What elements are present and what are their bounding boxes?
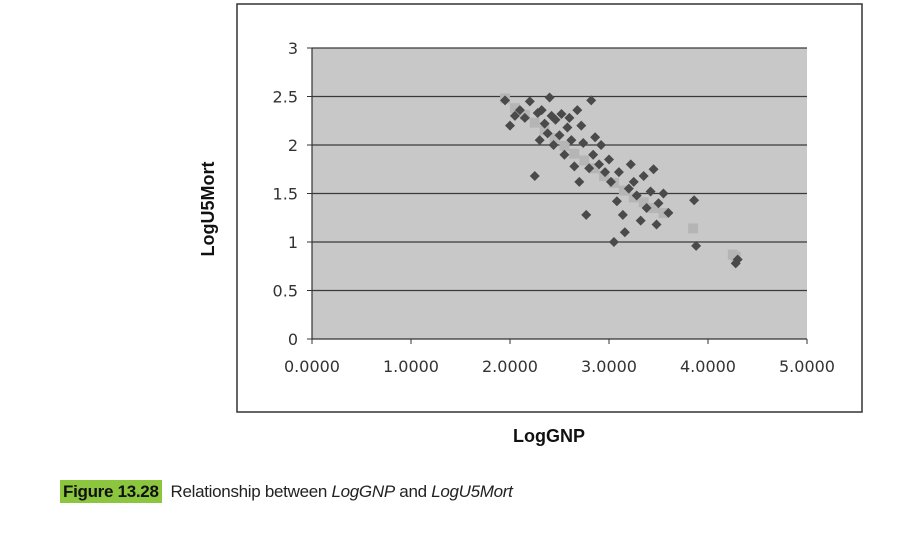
observed-point xyxy=(691,240,702,251)
observed-point xyxy=(569,161,580,172)
observed-point xyxy=(564,112,575,123)
x-tick-label: 4.0000 xyxy=(680,357,736,376)
grid-lines xyxy=(312,47,807,292)
observed-point xyxy=(588,149,599,160)
x-tick-label: 0.0000 xyxy=(284,357,340,376)
predicted-point xyxy=(569,148,580,159)
observed-point xyxy=(578,138,589,149)
figure-caption: Figure 13.28 Relationship between LogGNP… xyxy=(60,480,513,503)
y-tick-label: 0 xyxy=(288,330,298,349)
observed-point xyxy=(514,105,525,116)
y-tick-label: 1.5 xyxy=(273,185,298,204)
y-tick-label: 3 xyxy=(288,39,298,58)
predicted-point xyxy=(688,223,699,234)
observed-point xyxy=(617,209,628,220)
observed-point xyxy=(536,105,547,116)
caption-text: Relationship between LogGNP and LogU5Mor… xyxy=(162,482,513,501)
observed-point xyxy=(519,112,530,123)
observed-point xyxy=(604,154,614,165)
observed-point xyxy=(625,159,636,170)
observed-point xyxy=(631,190,642,201)
observed-point xyxy=(539,118,550,129)
observed-point xyxy=(605,176,616,187)
observed-point xyxy=(613,167,624,178)
observed-point xyxy=(524,96,535,107)
predicted-point xyxy=(559,140,570,151)
caption-term-loggnp: LogGNP xyxy=(331,482,395,501)
x-axis-title: LogGNP xyxy=(513,426,585,446)
caption-prefix: Relationship between xyxy=(170,482,332,501)
observed-point xyxy=(581,209,592,220)
y-axis-title: LogU5Mort xyxy=(198,162,218,257)
observed-point xyxy=(611,196,622,207)
observed-point xyxy=(732,254,743,265)
observed-point xyxy=(529,171,540,182)
observed-point xyxy=(548,140,559,150)
observed-point xyxy=(638,171,649,182)
observed-point xyxy=(623,183,634,194)
observed-point xyxy=(500,95,511,106)
observed-point xyxy=(628,176,639,187)
observed-point xyxy=(562,122,573,133)
y-tick-label: 2 xyxy=(288,136,298,155)
observed-point xyxy=(648,164,659,175)
observed-point xyxy=(572,105,583,116)
observed-point xyxy=(689,195,700,206)
x-tick-label: 2.0000 xyxy=(482,357,538,376)
x-tick-label: 1.0000 xyxy=(383,357,439,376)
caption-mid: and xyxy=(394,482,432,501)
x-axis-ticks: 0.0000 1.0000 2.0000 3.0000 4.0000 5.0000 xyxy=(284,339,835,376)
observed-point xyxy=(651,219,662,230)
x-tick-label: 5.0000 xyxy=(779,357,835,376)
observed-point xyxy=(542,128,553,139)
scatter-chart: 0.0000 1.0000 2.0000 3.0000 4.0000 5.0000 00.… xyxy=(198,3,863,446)
figure-label: Figure 13.28 xyxy=(60,480,162,503)
predicted-point xyxy=(529,117,540,128)
y-tick-label: 2.5 xyxy=(273,88,298,107)
observed-point xyxy=(509,110,520,121)
observed-point xyxy=(550,114,561,125)
observed-point xyxy=(658,188,669,199)
observed-point xyxy=(566,135,577,146)
y-tick-label: 1 xyxy=(288,233,298,252)
observed-point xyxy=(663,207,674,218)
y-axis-ticks: 0 0.5 1 1.5 2 2.5 3 xyxy=(273,39,312,349)
observed-point xyxy=(584,163,595,174)
observed-series xyxy=(500,92,743,269)
observed-point xyxy=(645,186,656,197)
observed-point xyxy=(619,227,630,238)
observed-point xyxy=(559,149,570,160)
observed-point xyxy=(635,215,646,226)
observed-point xyxy=(574,176,585,187)
predicted-point xyxy=(549,133,560,144)
observed-point xyxy=(586,95,597,106)
observed-point xyxy=(554,130,565,141)
observed-point xyxy=(600,167,611,178)
x-tick-label: 3.0000 xyxy=(581,357,637,376)
observed-point xyxy=(653,198,664,209)
observed-point xyxy=(534,135,545,146)
y-tick-label: 0.5 xyxy=(273,282,298,301)
observed-point xyxy=(594,159,605,170)
observed-point xyxy=(596,140,607,150)
predicted-point xyxy=(509,103,520,114)
observed-point xyxy=(544,92,555,103)
observed-point xyxy=(608,237,619,247)
observed-point xyxy=(641,203,652,214)
predicted-point xyxy=(539,125,550,136)
predicted-point xyxy=(638,197,649,208)
predicted-point xyxy=(618,185,629,196)
observed-point xyxy=(590,132,601,143)
predicted-point xyxy=(579,155,590,166)
observed-point xyxy=(505,120,515,131)
caption-term-logu5mort: LogU5Mort xyxy=(431,482,513,501)
observed-point xyxy=(576,120,587,131)
predicted-point xyxy=(648,203,659,214)
observed-point xyxy=(556,108,567,119)
